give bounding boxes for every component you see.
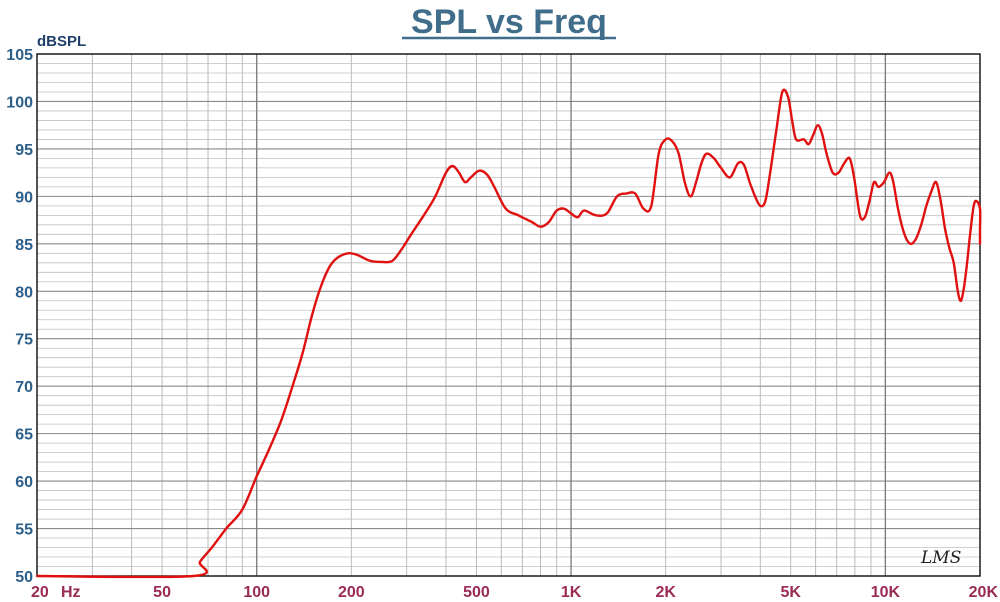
- y-tick-label: 80: [15, 284, 33, 301]
- x-tick-label: 20: [31, 584, 49, 601]
- x-tick-labels: 20 50 100 200 500 1K 2K 5K 10K 20K: [31, 584, 998, 601]
- spl-curve-line: [35, 88, 982, 579]
- x-tick-label: 500: [463, 584, 490, 601]
- x-tick-label: 20K: [969, 584, 999, 601]
- y-tick-label: 65: [15, 427, 33, 444]
- y-tick-label: 50: [15, 569, 33, 586]
- x-tick-label: 50: [153, 584, 171, 601]
- y-tick-label: 60: [15, 474, 33, 491]
- y-tick-labels: 50 55 60 65 70 75 80 85 90 95 100 105: [6, 47, 33, 586]
- grid-minor: [37, 54, 980, 576]
- x-tick-label: 2K: [655, 584, 676, 601]
- y-tick-label: 85: [15, 237, 33, 254]
- grid-major: [37, 54, 980, 576]
- y-tick-label: 55: [15, 522, 33, 539]
- y-axis-label: dBSPL: [37, 33, 86, 50]
- x-tick-label: 5K: [781, 584, 802, 601]
- plot-frame: [36, 53, 981, 577]
- x-unit-label: Hz: [61, 584, 81, 601]
- x-tick-label: 10K: [871, 584, 901, 601]
- y-tick-label: 90: [15, 189, 33, 206]
- lms-watermark: LMS: [920, 548, 961, 568]
- y-tick-label: 100: [6, 94, 33, 111]
- x-tick-label: 100: [243, 584, 270, 601]
- y-tick-label: 105: [6, 47, 33, 64]
- chart-title: SPL vs Freq: [411, 3, 607, 41]
- y-tick-label: 95: [15, 142, 33, 159]
- x-tick-label: 1K: [561, 584, 582, 601]
- x-tick-label: 200: [338, 584, 365, 601]
- y-tick-label: 70: [15, 379, 33, 396]
- y-tick-label: 75: [15, 332, 33, 349]
